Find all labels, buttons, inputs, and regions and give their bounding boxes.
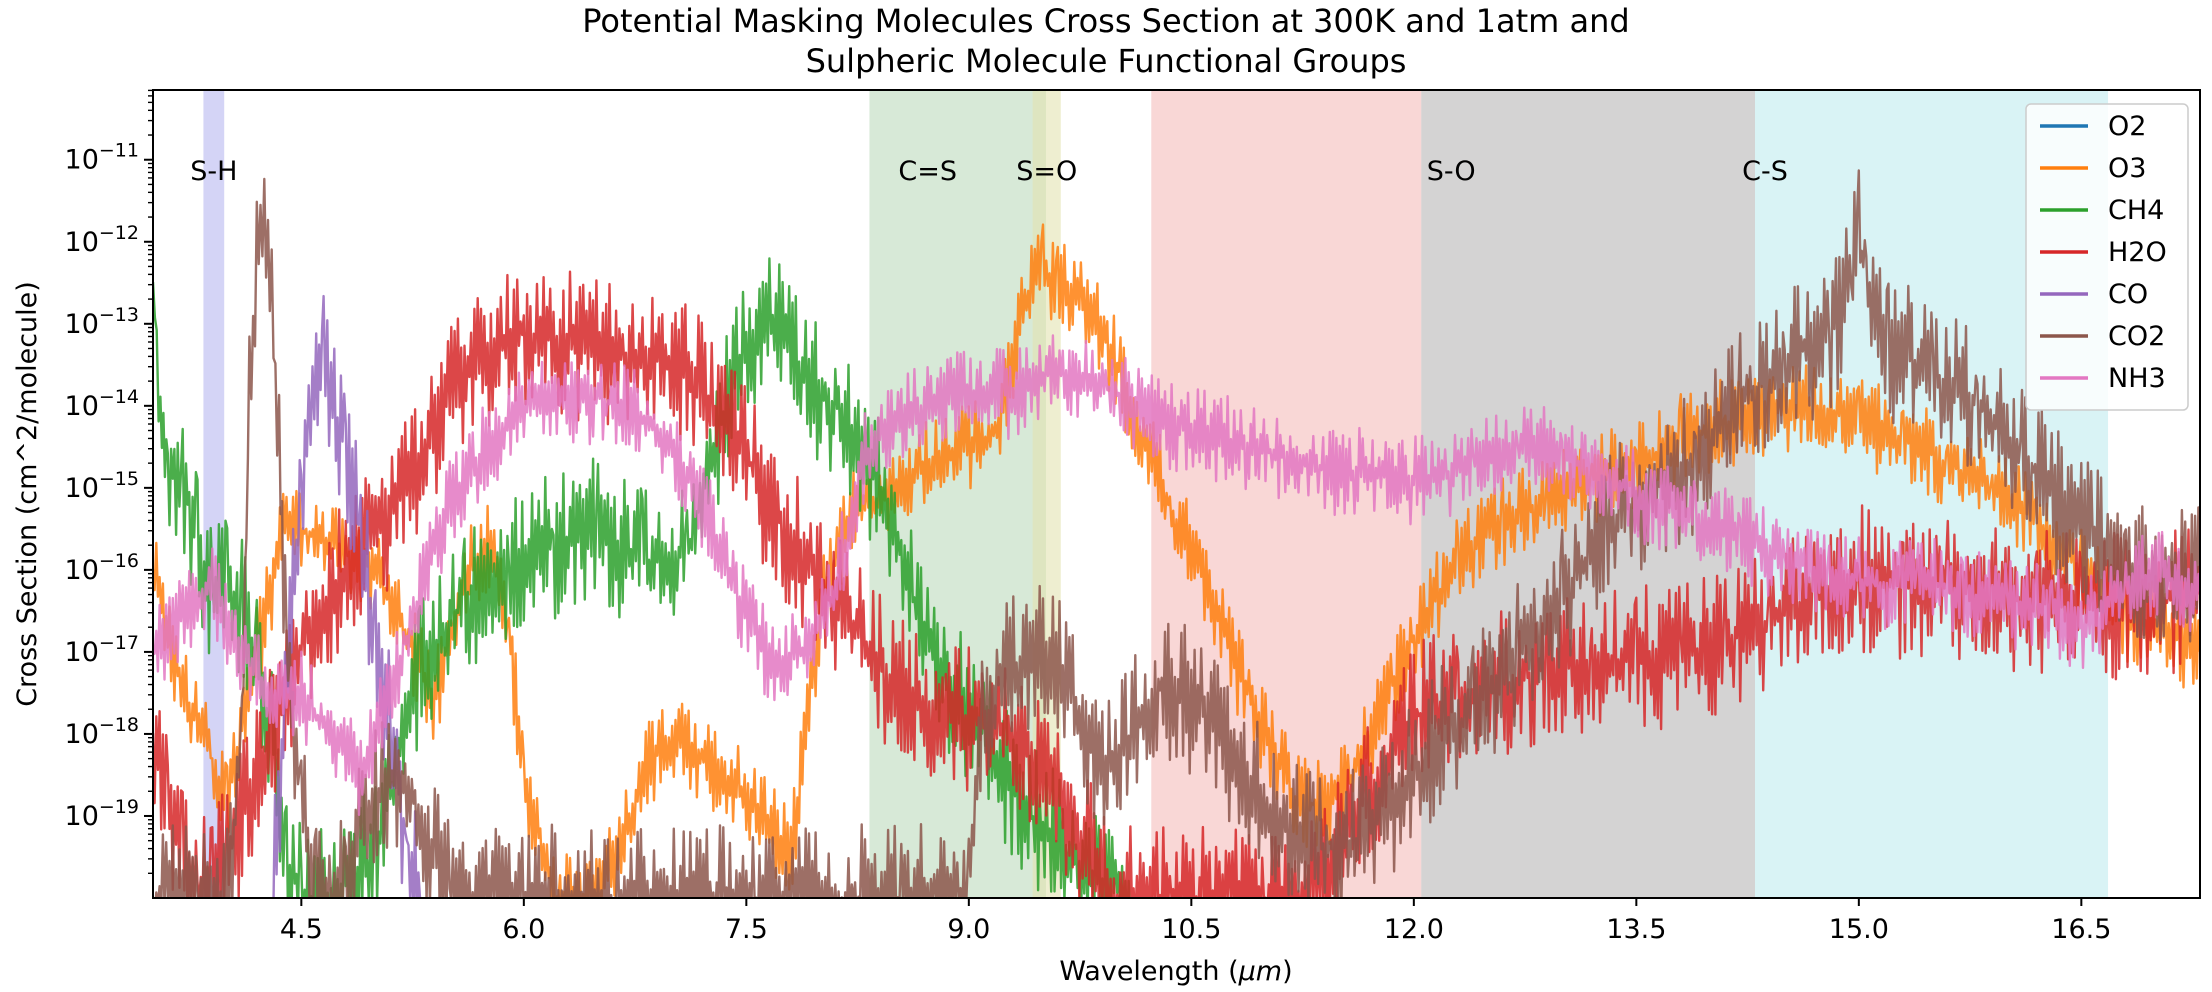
legend-label-o3: O3 <box>2108 153 2146 184</box>
y-tick-label: 10−13 <box>65 304 139 340</box>
legend-label-co: CO <box>2108 279 2148 310</box>
y-tick-label: 10−17 <box>65 632 139 668</box>
x-tick-label: 16.5 <box>2051 914 2111 945</box>
y-axis-ticks: 10−11 10−12 10−13 10−14 10−15 10−16 10−17 10−18… <box>65 89 153 875</box>
band-label-5: C-S <box>1742 156 1788 187</box>
legend-label-ch4: CH4 <box>2108 195 2164 226</box>
legend-label-o2: O2 <box>2108 111 2146 142</box>
y-tick-label: 10−11 <box>65 140 139 176</box>
legend-label-h2o: H2O <box>2108 237 2167 268</box>
x-tick-label: 15.0 <box>1829 914 1889 945</box>
x-axis-ticks: 4.5 6.0 7.5 9.0 10.5 12.0 13.5 15.0 16.5 <box>280 898 2111 945</box>
band-label-4: S-O <box>1427 156 1476 187</box>
chart-title-line-1: Potential Masking Molecules Cross Sectio… <box>582 2 1629 40</box>
x-tick-label: 12.0 <box>1384 914 1444 945</box>
band-label-0: S-H <box>190 156 237 187</box>
functional-group-bands <box>203 90 2109 898</box>
series-line-co2 <box>153 169 2200 898</box>
x-axis-label: Wavelength (μm) <box>1059 956 1292 987</box>
series-line-o3 <box>153 223 2200 898</box>
series-line-nh3 <box>153 334 2200 816</box>
y-tick-label: 10−16 <box>65 550 139 586</box>
x-tick-label: 4.5 <box>280 914 323 945</box>
legend: O2 O3 CH4 H2O CO CO2 NH3 <box>2025 103 2189 411</box>
y-tick-label: 10−12 <box>65 222 139 258</box>
plot-frame <box>152 89 2201 899</box>
band-s-h-0 <box>203 90 225 898</box>
x-tick-label: 10.5 <box>1161 914 1221 945</box>
y-tick-label: 10−14 <box>65 386 139 422</box>
y-tick-label: 10−18 <box>65 714 139 750</box>
x-tick-label: 9.0 <box>947 914 990 945</box>
legend-label-nh3: NH3 <box>2108 363 2166 394</box>
legend-label-co2: CO2 <box>2108 321 2165 352</box>
y-axis-label: Cross Section (cm^2/molecule) <box>12 281 43 707</box>
x-tick-label: 13.5 <box>1606 914 1666 945</box>
x-tick-label: 6.0 <box>502 914 545 945</box>
series-lines <box>153 169 2200 898</box>
x-tick-label: 7.5 <box>725 914 768 945</box>
band-label-2: S=O <box>1016 156 1077 187</box>
legend-box <box>2025 103 2189 411</box>
band-label-1: C=S <box>898 156 957 187</box>
y-tick-label: 10−19 <box>65 796 139 832</box>
band-labels: S-H C=S S=O S-O C-S <box>190 156 1788 187</box>
y-tick-label: 10−15 <box>65 468 139 504</box>
chart-title-line-2: Sulpheric Molecule Functional Groups <box>806 42 1407 80</box>
